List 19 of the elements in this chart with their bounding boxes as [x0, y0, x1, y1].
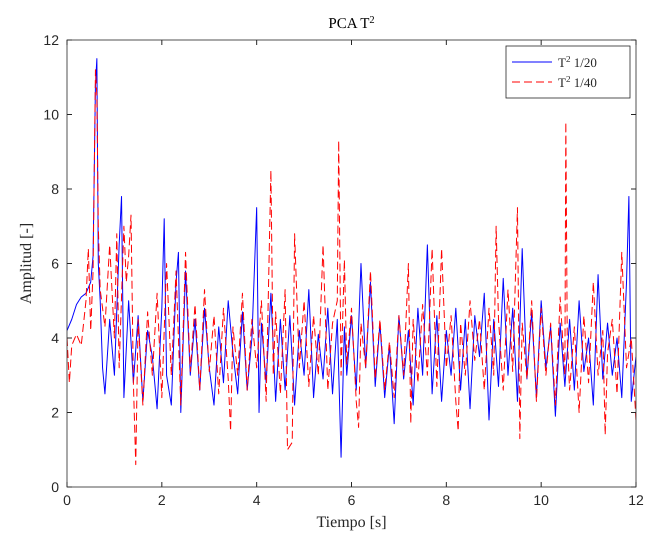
legend-label: T$^{2}$ 1/40: [558, 74, 597, 90]
x-tick-label: 6: [348, 492, 356, 508]
x-axis-title: Tiempo [s]: [316, 514, 387, 531]
x-tick-label: 0: [63, 492, 72, 508]
x-tick-label: 10: [533, 492, 550, 508]
y-tick-label: 10: [43, 106, 60, 122]
x-tick-label: 4: [252, 492, 261, 508]
y-tick-label: 4: [51, 330, 60, 346]
chart-title: PCA T$^{2}$: [328, 14, 375, 32]
legend-label: T$^{2}$ 1/20: [558, 54, 597, 70]
y-tick-label: 12: [43, 32, 60, 48]
x-tick-label: 8: [442, 492, 450, 508]
y-tick-label: 8: [51, 181, 60, 197]
y-tick-label: 0: [51, 479, 60, 495]
x-tick-label: 12: [628, 492, 644, 508]
x-tick-label: 2: [158, 492, 166, 508]
y-axis-title: Amplitud [-]: [18, 222, 35, 304]
y-tick-label: 6: [51, 256, 60, 272]
y-tick-label: 2: [51, 404, 60, 420]
